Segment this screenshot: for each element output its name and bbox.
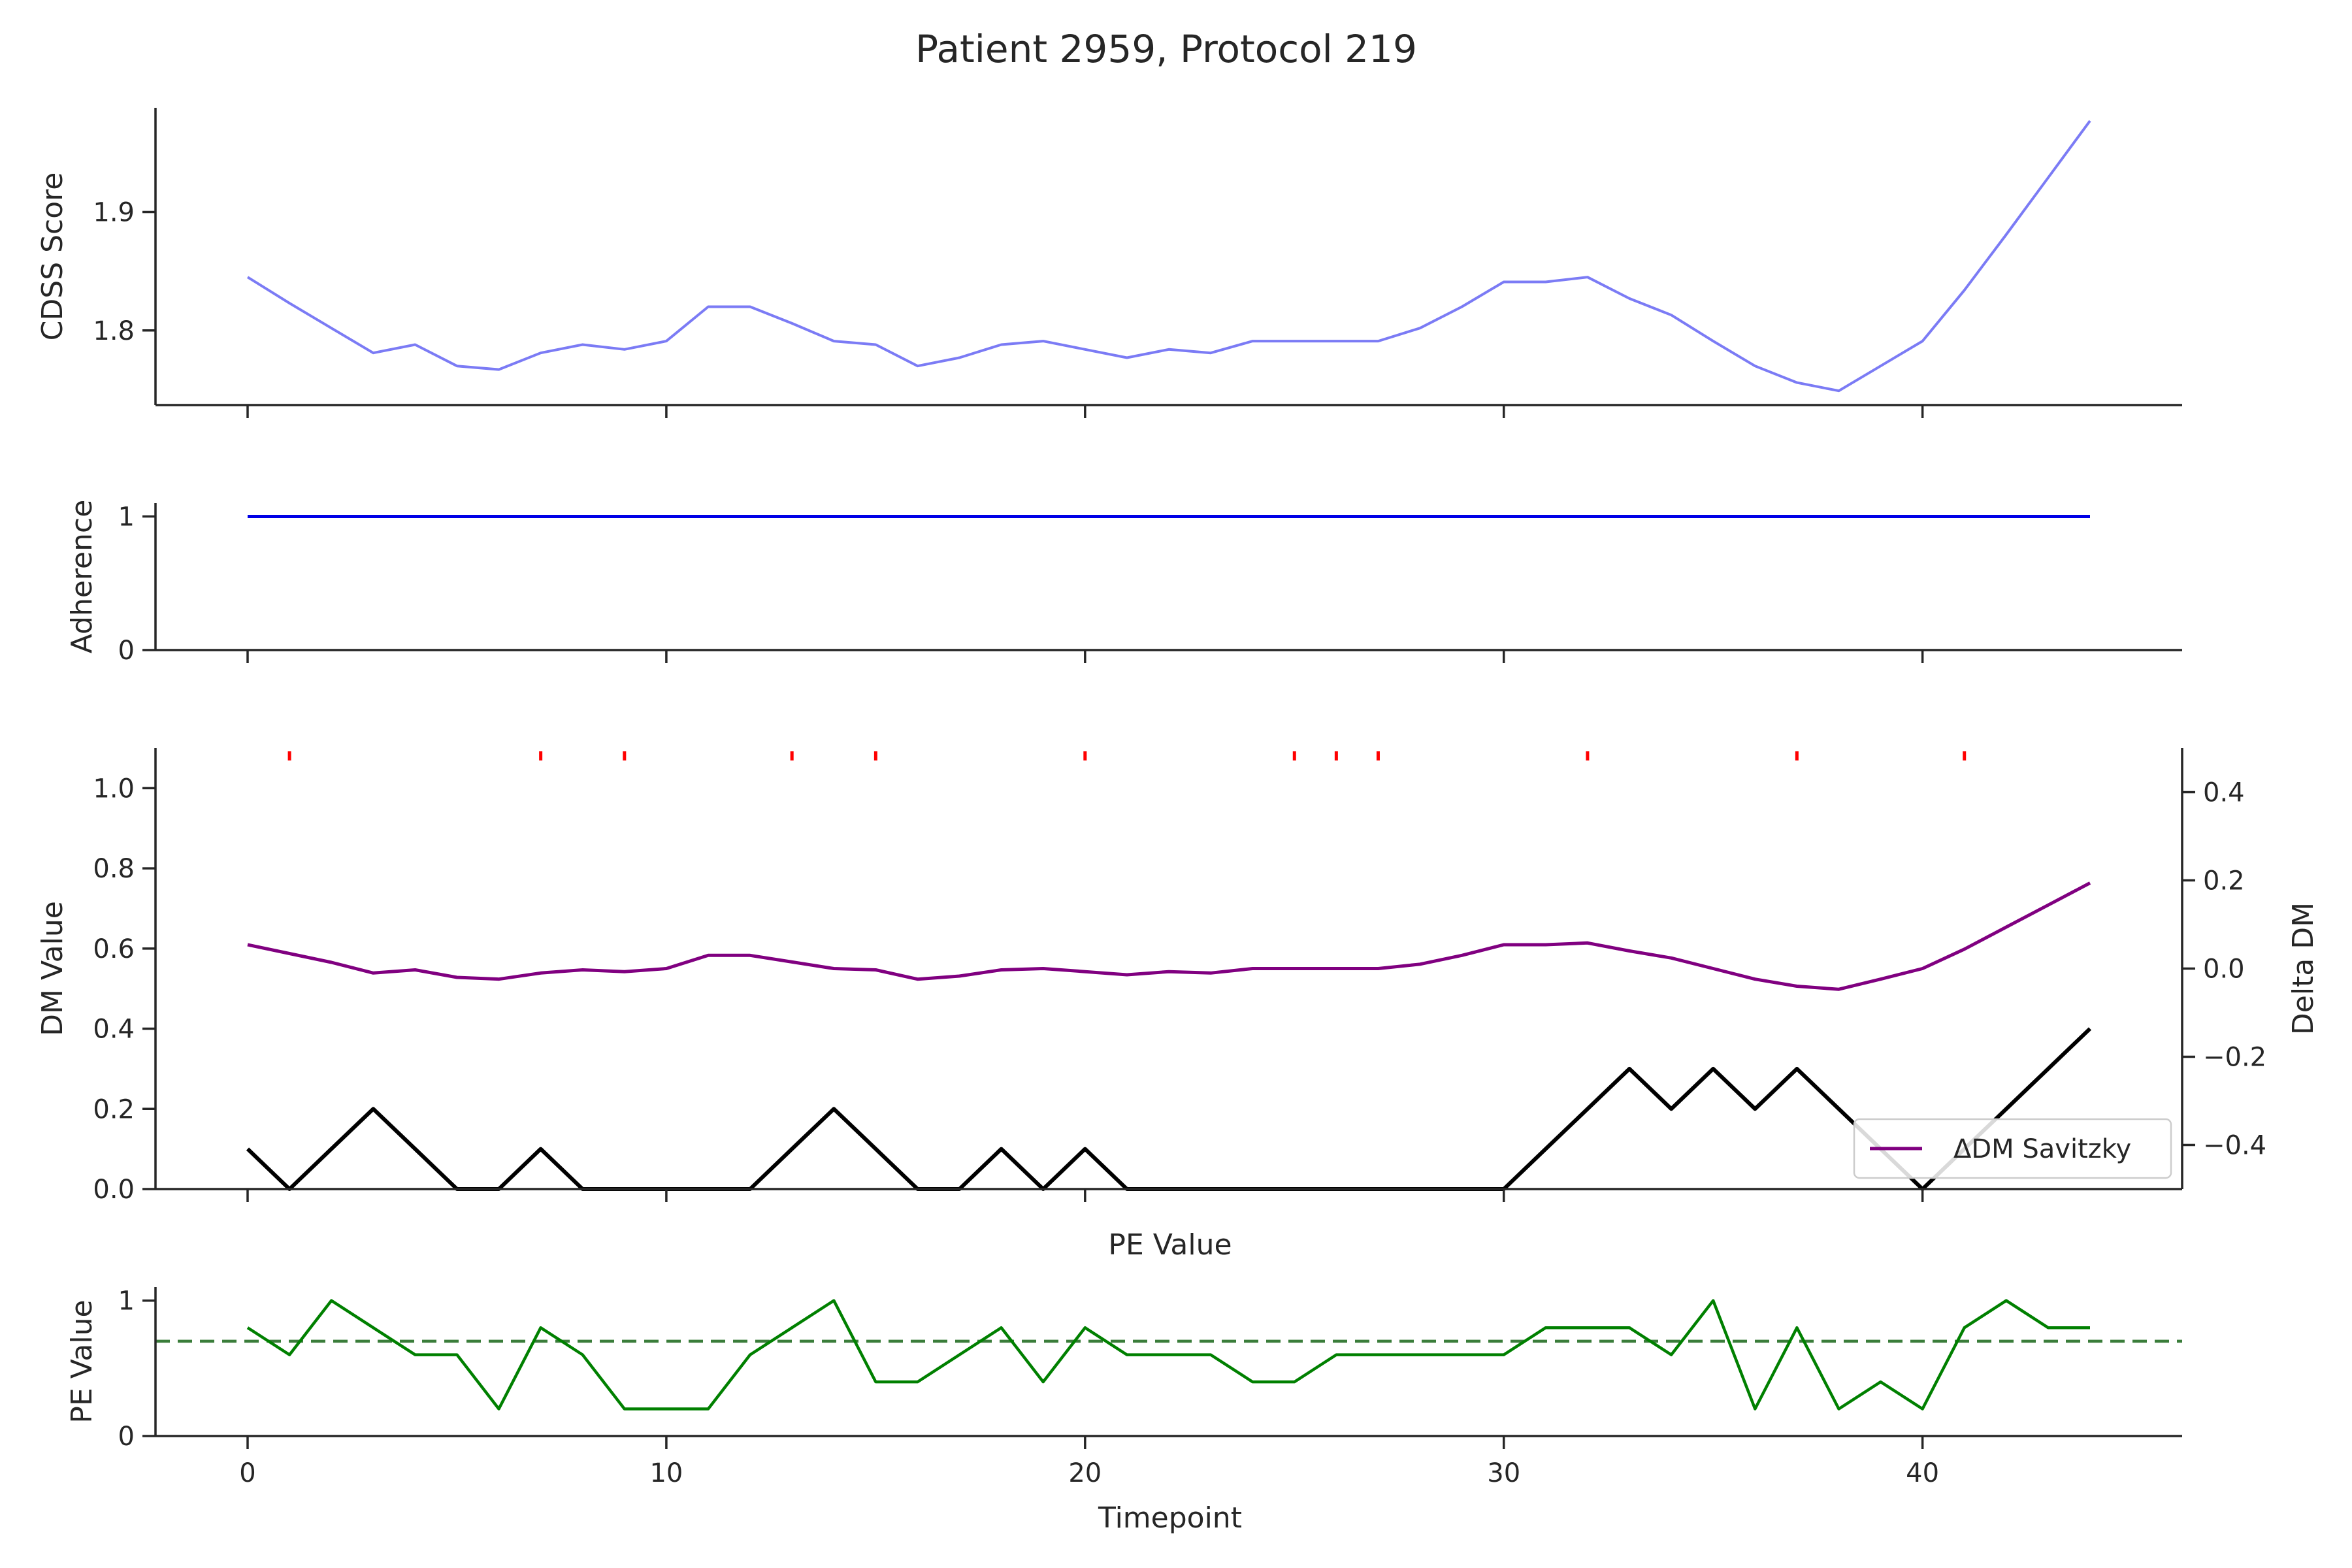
y2-tick-label: 0.0 xyxy=(2203,955,2245,985)
y2-axis-label: Delta DM xyxy=(2287,902,2320,1035)
y-tick-label: 1 xyxy=(118,502,135,532)
x-tick-label: 20 xyxy=(1068,1458,1102,1488)
y-tick-label: 0.4 xyxy=(93,1015,135,1045)
pe-value-line xyxy=(246,1299,2090,1411)
y-tick-label: 1.8 xyxy=(93,316,135,346)
figure-title: Patient 2959, Protocol 219 xyxy=(915,27,1417,71)
x-tick-label: 0 xyxy=(239,1458,255,1488)
x-tick-label: 10 xyxy=(649,1458,683,1488)
y-tick-label: 0 xyxy=(118,1422,135,1452)
y-tick-label: 1.9 xyxy=(93,198,135,228)
x-axis-label: Timepoint xyxy=(1098,1501,1242,1535)
cdss-panel: 1.8 1.9 CDSS Score xyxy=(36,108,2182,418)
delta-dm-savitzky-line xyxy=(247,881,2091,991)
cdss-score-line xyxy=(246,120,2091,393)
y-axis-label: DM Value xyxy=(36,901,69,1036)
y-tick-label: 0.8 xyxy=(93,854,135,884)
adherence-panel: 0 1 Adherence xyxy=(65,500,2182,666)
legend: ΔDM Savitzky xyxy=(1853,1118,2172,1179)
y-tick-label: 0.2 xyxy=(93,1094,135,1124)
y2-tick-label: 0.4 xyxy=(2203,778,2245,808)
legend-box xyxy=(1853,1118,2172,1179)
x-tick-label: 40 xyxy=(1906,1458,1939,1488)
y-axis-label: CDSS Score xyxy=(36,172,69,341)
pe-panel-title: PE Value xyxy=(1108,1228,1232,1262)
y-tick-label: 0.6 xyxy=(93,934,135,964)
x-tick-label: 30 xyxy=(1487,1458,1520,1488)
y-axis-label: Adherence xyxy=(65,500,99,654)
y-axis-label: PE Value xyxy=(65,1299,99,1423)
legend-label: ΔDM Savitzky xyxy=(1953,1134,2131,1164)
dm-panel: 0.0 0.2 0.4 0.6 0.8 1.0 DM Value −0.4 −0.2 0.0 0.2… xyxy=(36,748,2320,1205)
y-tick-label: 1.0 xyxy=(93,774,135,804)
y-tick-label: 1 xyxy=(118,1286,135,1316)
y2-tick-label: −0.2 xyxy=(2203,1043,2266,1073)
y-tick-label: 0 xyxy=(118,636,135,666)
y2-tick-label: 0.2 xyxy=(2203,866,2245,896)
y-tick-label: 0.0 xyxy=(93,1175,135,1205)
y2-tick-label: −0.4 xyxy=(2203,1131,2266,1161)
